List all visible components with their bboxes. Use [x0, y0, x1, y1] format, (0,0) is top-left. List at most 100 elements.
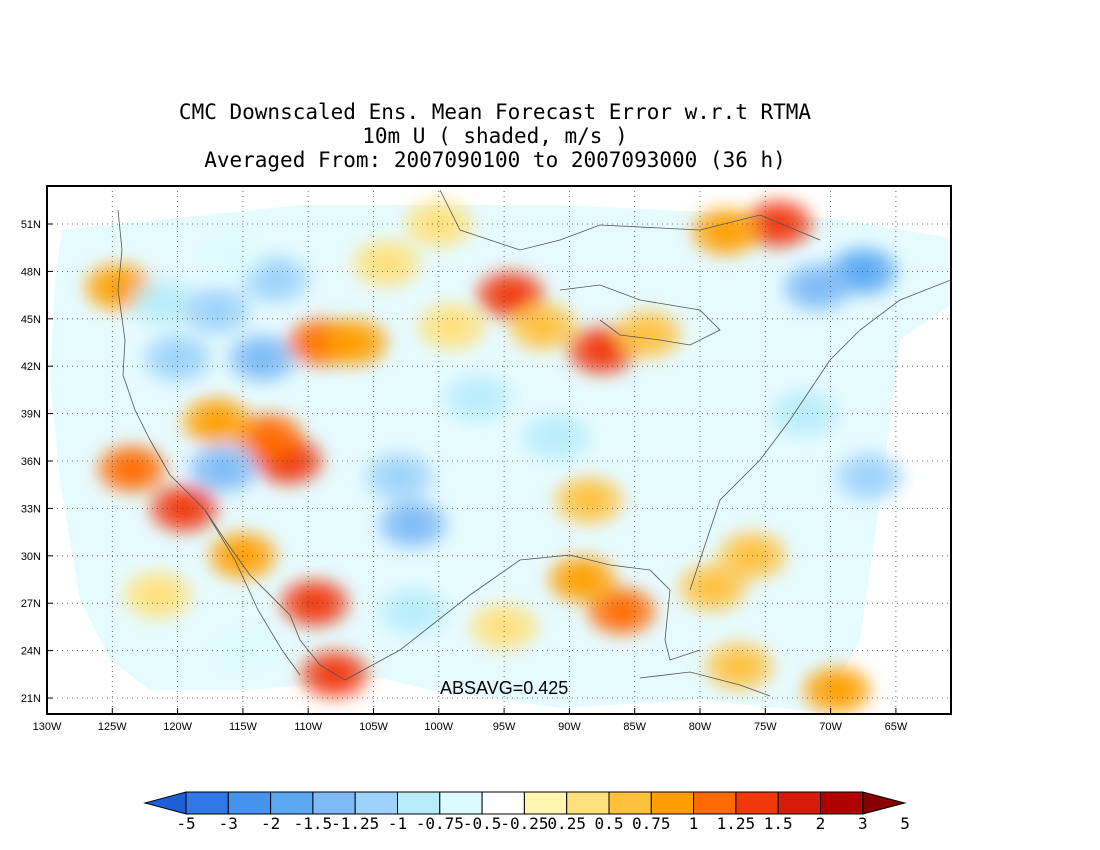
shade-blob-core-10: [253, 425, 286, 450]
colorbar-label: 2: [816, 814, 826, 833]
colorbar-label: -1.5: [294, 814, 333, 833]
colorbar-label: -2: [261, 814, 280, 833]
lat-label: 30N: [21, 551, 41, 563]
baja-line: [204, 509, 301, 676]
lat-label: 21N: [21, 693, 41, 705]
shade-blob-core-3: [259, 267, 292, 292]
colorbar-label: 3: [858, 814, 868, 833]
shade-blob-core-18: [383, 464, 416, 489]
lat-label: 51N: [21, 219, 41, 231]
colorbar-label: -0.25: [500, 814, 548, 833]
lon-label: 130W: [33, 721, 62, 733]
gulf-coast-line: [344, 554, 701, 681]
shade-blob-core-35: [801, 275, 834, 300]
lon-label: 105W: [359, 721, 388, 733]
shade-blob-core-23: [586, 338, 619, 363]
colorbar-swatch: [608, 791, 652, 815]
shade-blob-core-19: [396, 512, 429, 537]
colorbar-swatch: [354, 791, 399, 815]
colorbar-label: -3: [219, 814, 238, 833]
shade-blob-core-28: [605, 599, 638, 624]
colorbar-label: 1: [689, 814, 699, 833]
shade-blob-core-41: [396, 599, 429, 624]
lat-label: 45N: [21, 314, 41, 326]
shade-blob-core-25: [461, 385, 494, 410]
shade-blob-core-8: [337, 330, 370, 355]
shaded-domain: [50, 200, 951, 714]
colorbar-swatch: [185, 791, 229, 815]
shaded-blobs: [84, 200, 904, 714]
colorbar-right-arrow: [862, 791, 907, 815]
map-plot-area: [47, 186, 951, 714]
shade-blob-core-38: [723, 654, 756, 679]
lat-label: 33N: [21, 503, 41, 515]
lat-lon-grid: [47, 186, 951, 714]
title-line-2: 10m U ( shaded, m/s ): [362, 124, 628, 148]
colorbar-swatch: [312, 791, 356, 815]
lon-label: 115W: [229, 721, 258, 733]
colorbar-swatch: [820, 791, 864, 815]
title-block: CMC Downscaled Ens. Mean Forecast Error …: [145, 100, 845, 172]
colorbar-swatch: [777, 791, 822, 815]
shade-blob-core-11: [200, 409, 233, 434]
shade-blob-core-6: [161, 346, 194, 371]
coastlines: [117, 189, 951, 697]
longitude-labels: 130W 125W 120W 115W 110W 105W 100W 95W 90W 85W 80W…: [33, 708, 908, 733]
shade-blob-core-17: [318, 662, 351, 687]
colorbar-label: 5: [900, 814, 910, 833]
colorbar-label: 1.5: [764, 814, 793, 833]
colorbar-label: 1.25: [717, 814, 756, 833]
colorbar-label: 0.5: [595, 814, 624, 833]
shade-blob-core-13: [168, 496, 201, 521]
colorbar-swatch: [650, 791, 695, 815]
colorbar-label: 0.25: [547, 814, 586, 833]
lon-label: 90W: [558, 721, 581, 733]
shade-blob-core-0: [102, 275, 135, 300]
shade-blob-core-29: [566, 567, 599, 592]
shade-blob-core-42: [142, 583, 175, 608]
lon-label: 120W: [163, 721, 192, 733]
absavg-label: ABSAVG=0.425: [440, 678, 568, 698]
shade-blob-core-37: [788, 401, 821, 426]
shade-blob-core-22: [435, 314, 468, 339]
lon-label: 100W: [424, 721, 453, 733]
shade-blob-core-12: [115, 456, 148, 481]
shade-blob-core-21: [527, 314, 560, 339]
lon-label: 110W: [294, 721, 323, 733]
latitude-labels: 51N 48N 45N 42N 39N 36N 33N 30N 27N 24N 21N: [21, 219, 53, 705]
east-coast-line: [689, 279, 951, 591]
shade-blob-core-1: [148, 291, 181, 315]
shade-blob-core-32: [762, 212, 795, 236]
cuba-line: [639, 671, 771, 697]
colorbar-label: -1.25: [331, 814, 379, 833]
shade-blob-core-39: [821, 678, 854, 703]
colorbar-label: -0.5: [463, 814, 502, 833]
shade-blob-core-5: [246, 346, 279, 371]
colorbar-label: -0.75: [416, 814, 464, 833]
title-line-3: Averaged From: 2007090100 to 2007093000 …: [204, 148, 786, 172]
colorbar-label: -1: [388, 814, 407, 833]
lat-label: 36N: [21, 456, 41, 468]
shade-blob-core-2: [200, 298, 233, 323]
shade-blob-core-36: [853, 464, 886, 489]
colorbar-left-arrow: [143, 791, 187, 815]
lat-label: 27N: [21, 598, 41, 610]
colorbar: -5 -3 -2 -1.5-1.25 -1 -0.75-0.5-0.250.25 0.5 0.…: [143, 791, 910, 833]
shade-blob-core-26: [540, 425, 573, 450]
shade-blob-core-14: [207, 456, 240, 481]
great-lakes-line: [559, 284, 721, 346]
colorbar-swatch: [270, 791, 314, 815]
hudson-line: [439, 189, 821, 251]
colorbar-swatch: [227, 791, 272, 815]
shade-blob-core-27: [572, 488, 605, 513]
title-line-1: CMC Downscaled Ens. Mean Forecast Error …: [178, 100, 812, 124]
colorbar-swatch: [523, 791, 568, 815]
colorbar-swatch: [735, 791, 779, 815]
lon-label: 65W: [885, 721, 908, 733]
lat-label: 42N: [21, 361, 41, 373]
colorbar-swatch: [397, 791, 441, 815]
colorbar-swatch: [566, 791, 610, 815]
colorbar-swatch: [481, 791, 525, 815]
colorbar-label: 0.75: [632, 814, 671, 833]
